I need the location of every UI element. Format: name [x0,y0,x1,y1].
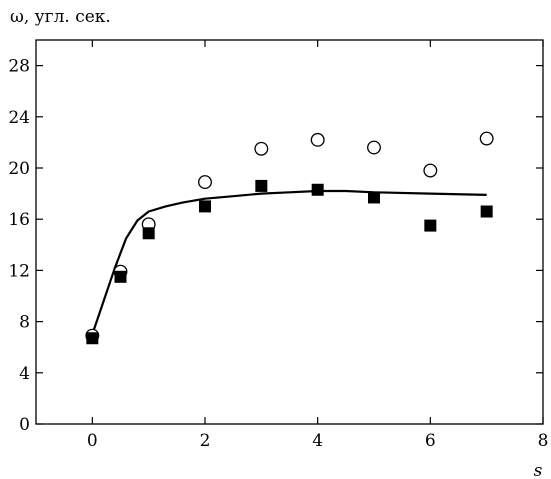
axis-ticks [36,40,544,425]
square-marker [311,183,324,196]
y-axis-unit: , угл. сек. [24,7,111,27]
square-marker [199,200,211,213]
square-marker [480,205,493,218]
x-tick-label: 0 [87,431,98,451]
x-axis-label: s [534,461,543,479]
square-marker [114,270,127,283]
square-marker [86,332,99,345]
plot-frame [35,39,544,425]
x-tick-label: 8 [538,431,549,451]
circle-marker [367,140,381,155]
x-tick-label: 2 [200,431,211,451]
fit-curve [91,189,487,335]
y-tick-label: 28 [8,57,30,77]
x-tick-label: 4 [312,431,323,451]
circle-marker [310,132,325,147]
circle-marker [423,163,438,178]
y-tick-label: 20 [8,159,30,179]
square-marker [255,179,268,192]
data-markers [85,131,494,345]
y-tick-label: 0 [19,415,30,435]
square-marker [142,227,155,240]
y-tick-label: 12 [8,261,30,281]
y-tick-label: 4 [19,364,30,384]
x-tick-label: 6 [425,431,436,451]
circle-marker [479,131,494,146]
y-tick-label: 8 [19,313,30,333]
y-axis-label: ω, угл. сек. [10,7,111,27]
circle-marker [254,141,269,156]
circle-marker [198,175,212,190]
square-marker [368,191,380,204]
y-tick-label: 16 [8,210,30,230]
square-marker [424,219,437,232]
y-axis-symbol: ω [10,7,24,27]
y-tick-label: 24 [8,108,30,128]
